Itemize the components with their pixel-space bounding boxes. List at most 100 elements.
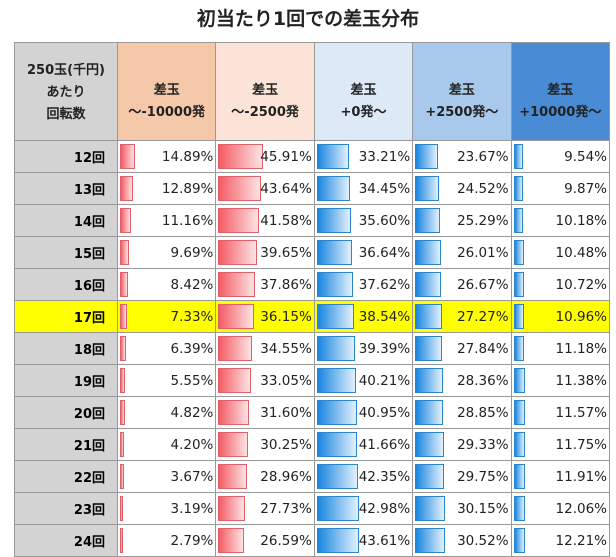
value-bar [218, 496, 246, 521]
value-label: 4.20% [170, 436, 214, 453]
value-bar [120, 528, 123, 553]
value-cell: 4.82% [116, 396, 217, 429]
value-label: 26.67% [457, 276, 509, 293]
row-label: 21回 [14, 428, 118, 461]
value-label: 11.91% [555, 468, 607, 485]
value-bar [120, 144, 135, 169]
value-cell: 25.29% [412, 204, 512, 237]
value-label: 25.29% [457, 212, 509, 229]
value-label: 11.38% [555, 372, 607, 389]
value-bar [415, 368, 443, 393]
table-row: 16回 8.42% 37.86% 37.62% 26.67% 10.72% [14, 268, 611, 301]
value-label: 14.89% [161, 148, 214, 165]
value-bar [316, 464, 359, 489]
table-row: 13回 12.89% 43.64% 34.45% 24.52% 9.87% [14, 172, 611, 205]
value-cell: 29.75% [412, 460, 512, 493]
value-label: 26.01% [457, 244, 509, 261]
value-cell: 26.59% [215, 524, 315, 557]
value-bar [120, 368, 126, 393]
value-label: 24.52% [457, 180, 509, 197]
value-bar [120, 400, 125, 425]
value-cell: 36.64% [313, 236, 414, 269]
value-label: 4.82% [170, 404, 214, 421]
value-cell: 37.62% [313, 268, 414, 301]
value-label: 9.87% [564, 180, 607, 197]
table-row: 22回 3.67% 28.96% 42.35% 29.75% 11.91% [14, 460, 611, 493]
value-bar [218, 272, 256, 297]
value-cell: 34.45% [313, 172, 414, 205]
value-bar [120, 336, 127, 361]
value-label: 27.27% [457, 308, 509, 325]
value-bar [218, 304, 254, 329]
value-label: 37.62% [358, 276, 411, 293]
value-cell: 30.25% [215, 428, 315, 461]
value-cell: 2.79% [116, 524, 217, 557]
value-cell: 38.54% [313, 300, 414, 333]
value-cell: 43.61% [313, 524, 414, 557]
value-cell: 42.35% [313, 460, 414, 493]
value-cell: 11.75% [510, 428, 611, 461]
value-label: 7.33% [170, 308, 214, 325]
value-label: 3.19% [170, 500, 214, 517]
value-bar [218, 336, 253, 361]
value-cell: 33.05% [215, 364, 315, 397]
value-label: 33.21% [358, 148, 411, 165]
value-cell: 39.65% [215, 236, 315, 269]
value-bar [415, 464, 445, 489]
value-cell: 24.52% [412, 172, 512, 205]
row-label: 15回 [14, 236, 118, 269]
column-header-line1: 差玉 [252, 82, 279, 98]
value-label: 30.52% [457, 532, 509, 549]
value-bar [316, 432, 358, 457]
table-row: 12回 14.89% 45.91% 33.21% 23.67% 9.54% [14, 140, 611, 173]
value-cell: 11.91% [510, 460, 611, 493]
row-label: 18回 [14, 332, 118, 365]
column-header-line2: ～-2500発 [231, 104, 299, 120]
value-bar [316, 496, 359, 521]
value-bar [218, 368, 251, 393]
value-cell: 10.96% [510, 300, 611, 333]
value-label: 10.18% [555, 212, 607, 229]
value-label: 34.45% [358, 180, 411, 197]
value-label: 43.61% [358, 532, 411, 549]
column-header: 差玉 +0発～ [313, 42, 414, 141]
value-bar [218, 176, 261, 201]
value-bar [316, 272, 354, 297]
value-label: 40.95% [358, 404, 411, 421]
table-row: 17回 7.33% 36.15% 38.54% 27.27% 10.96% [14, 300, 611, 333]
value-cell: 27.84% [412, 332, 512, 365]
value-label: 27.73% [260, 500, 312, 517]
value-bar [513, 368, 525, 393]
value-bar [120, 304, 128, 329]
value-cell: 40.95% [313, 396, 414, 429]
value-bar [513, 496, 526, 521]
value-bar [415, 432, 444, 457]
value-label: 8.42% [170, 276, 214, 293]
value-label: 10.72% [555, 276, 607, 293]
column-header-line2: +2500発～ [425, 104, 499, 120]
value-cell: 11.57% [510, 396, 611, 429]
value-bar [316, 304, 355, 329]
value-bar [120, 496, 124, 521]
value-label: 9.69% [170, 244, 214, 261]
value-label: 45.91% [260, 148, 312, 165]
value-cell: 5.55% [116, 364, 217, 397]
column-header-line1: 差玉 [448, 82, 475, 98]
value-label: 6.39% [170, 340, 214, 357]
table-row: 14回 11.16% 41.58% 35.60% 25.29% 10.18% [14, 204, 611, 237]
row-label: 12回 [14, 140, 118, 173]
value-label: 37.86% [260, 276, 312, 293]
row-header-line: 250玉(千円) [26, 62, 106, 78]
value-bar [120, 432, 125, 457]
table-row: 23回 3.19% 27.73% 42.98% 30.15% 12.06% [14, 492, 611, 525]
value-bar [415, 496, 445, 521]
column-header: 差玉 +2500発～ [412, 42, 512, 141]
value-cell: 40.21% [313, 364, 414, 397]
column-header-line2: +0発～ [340, 104, 387, 120]
column-header-line1: 差玉 [153, 82, 180, 98]
column-header-line1: 差玉 [547, 82, 574, 98]
table-row: 20回 4.82% 31.60% 40.95% 28.85% 11.57% [14, 396, 611, 429]
value-cell: 11.38% [510, 364, 611, 397]
value-cell: 41.58% [215, 204, 315, 237]
value-cell: 10.18% [510, 204, 611, 237]
